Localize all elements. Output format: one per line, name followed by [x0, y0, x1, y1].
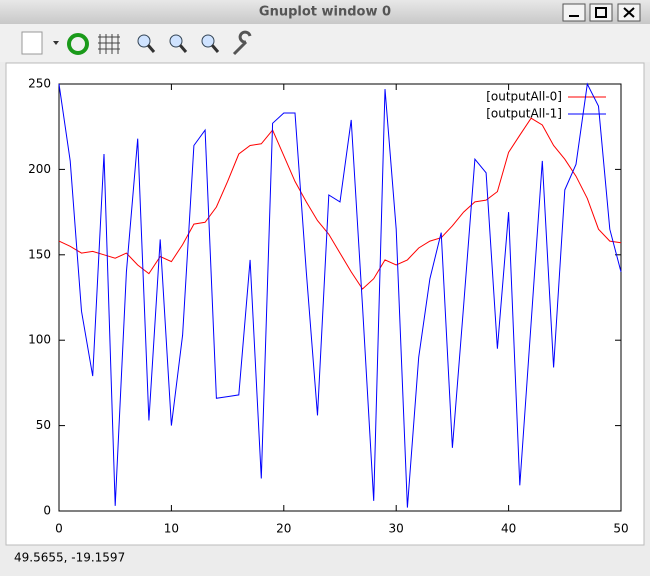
x-tick-label: 10 — [164, 522, 179, 536]
x-tick-label: 20 — [276, 522, 291, 536]
title-bar — [0, 0, 650, 24]
status-text: 49.5655, -19.1597 — [14, 551, 125, 565]
zoom-icons[interactable] — [137, 34, 220, 53]
maximize-button[interactable] — [589, 3, 613, 22]
y-tick-label: 50 — [36, 418, 51, 432]
window-buttons[interactable] — [562, 3, 641, 22]
x-tick-label: 40 — [501, 522, 516, 536]
replot-icon[interactable] — [67, 33, 89, 55]
minimize-button[interactable] — [562, 3, 586, 22]
grid-icon[interactable] — [98, 34, 120, 54]
data-line — [58, 117, 622, 290]
copy-icon[interactable] — [21, 31, 43, 55]
legend-label: [outputAll-1] — [486, 107, 562, 121]
x-tick-label: 0 — [55, 522, 63, 536]
status-bar — [0, 546, 650, 572]
y-tick-label: 0 — [43, 504, 51, 518]
window-title: Gnuplot window 0 — [259, 5, 391, 20]
plot-canvas — [5, 62, 645, 546]
y-tick-label: 100 — [28, 333, 51, 347]
plot-border — [58, 83, 622, 512]
x-tick-label: 50 — [613, 522, 628, 536]
y-tick-label: 250 — [28, 77, 51, 91]
y-tick-label: 150 — [28, 247, 51, 261]
toolbar — [0, 24, 650, 62]
y-tick-label: 200 — [28, 162, 51, 176]
data-line — [58, 82, 622, 508]
toolbar-icons[interactable] — [21, 30, 252, 56]
x-tick-label: 30 — [389, 522, 404, 536]
settings-icon[interactable] — [232, 30, 252, 56]
legend-label: [outputAll-0] — [486, 90, 562, 104]
